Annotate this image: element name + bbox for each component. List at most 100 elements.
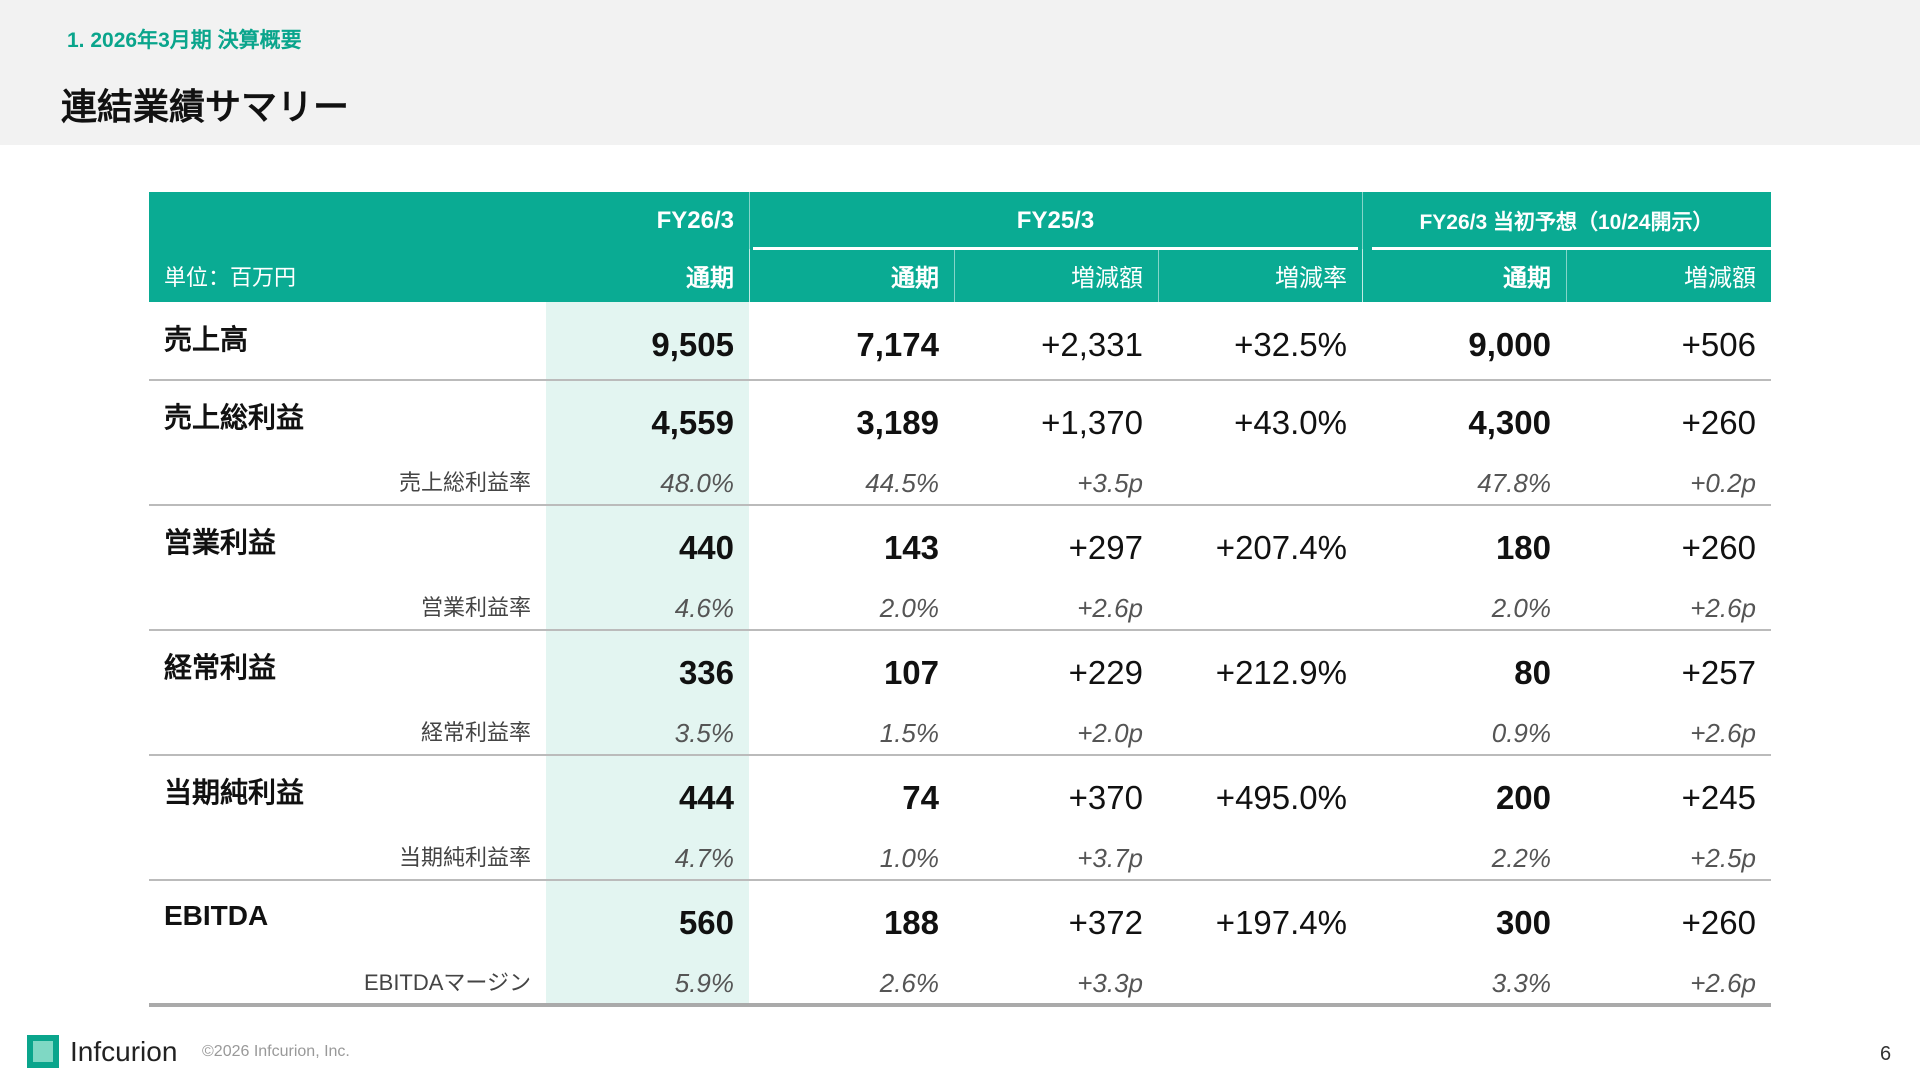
cell-value: +506 [1681,326,1756,363]
cell-value: +2,331 [1041,326,1143,363]
sub-value: +3.7p [1077,842,1143,873]
cell-value: 7,174 [856,326,939,363]
row-divider [149,754,1771,756]
group-header: FY26/3 [656,206,734,234]
sub-value: 47.8% [1477,467,1551,498]
cell-value: 300 [1495,904,1551,941]
column-header: 通期 [891,265,939,292]
sub-value: +2.6p [1077,592,1143,623]
cell-value: +297 [1068,529,1143,566]
group-header: FY25/3 [1016,206,1095,234]
section-label: 1. 2026年3月期 決算概要 [67,29,302,52]
sub-value: +2.6p [1690,717,1756,748]
cell-value: 180 [1495,529,1551,566]
cell-value: +260 [1681,529,1756,566]
cell-value: 560 [678,904,734,941]
cell-value: 336 [678,654,734,691]
row-divider [149,629,1771,631]
header-band [0,0,1920,145]
sub-value: 1.0% [879,842,939,873]
sub-value: +3.5p [1077,467,1143,498]
header-divider [954,249,955,302]
sub-value: 4.6% [674,592,734,623]
sub-value: +2.5p [1690,842,1756,873]
cell-value: 74 [902,779,939,816]
row-label: 売上高 [164,324,249,355]
unit-label: 単位：百万円 [164,264,297,290]
row-label: 経常利益 [164,652,277,683]
row-label: 当期純利益 [164,777,305,808]
sub-value: +2.0p [1077,717,1143,748]
sub-value: 2.0% [1491,592,1551,623]
page-title: 連結業績サマリー [61,86,350,127]
cell-value: +43.0% [1234,404,1347,441]
sub-value: 3.5% [674,717,734,748]
column-header: 通期 [1503,265,1551,292]
sub-value: 44.5% [865,467,939,498]
row-label: EBITDA [164,900,269,931]
cell-value: +495.0% [1215,779,1347,816]
sub-value: 1.5% [879,717,939,748]
cell-value: 440 [678,529,734,566]
column-header: 増減額 [1071,265,1143,292]
page-number: 6 [1880,1043,1892,1065]
sub-label: 営業利益率 [420,595,531,620]
row-label: 営業利益 [164,527,277,558]
sub-label: 当期純利益率 [398,845,531,870]
cell-value: 444 [678,779,734,816]
sub-value: +0.2p [1690,467,1756,498]
header-rule [753,247,1358,250]
company-logo: Infcurion [70,1036,178,1067]
header-divider [1566,249,1567,302]
cell-value: +212.9% [1215,654,1347,691]
header-divider [1362,192,1363,302]
row-divider [149,504,1771,506]
sub-value: +2.6p [1690,967,1756,998]
sub-label: EBITDAマージン [363,970,531,995]
row-divider [149,379,1771,381]
sub-value: 2.2% [1491,842,1551,873]
cell-value: 9,505 [651,326,734,363]
sub-value: 5.9% [674,967,734,998]
cell-value: 143 [883,529,939,566]
header-rule [1372,247,1771,250]
sub-label: 経常利益率 [420,720,531,745]
cell-value: 4,559 [651,404,734,441]
cell-value: 3,189 [856,404,939,441]
row-divider [149,1003,1771,1007]
fy26-highlight [546,302,749,1004]
copyright: ©2026 Infcurion, Inc. [202,1043,350,1060]
header-divider [1158,249,1159,302]
cell-value: +32.5% [1234,326,1347,363]
cell-value: +197.4% [1215,904,1347,941]
cell-value: +370 [1068,779,1143,816]
sub-value: 4.7% [674,842,734,873]
sub-value: 2.6% [879,967,939,998]
cell-value: 80 [1514,654,1551,691]
logo-mark-inner [33,1041,53,1062]
cell-value: +257 [1681,654,1756,691]
row-divider [149,879,1771,881]
sub-value: 48.0% [660,467,734,498]
header-divider [749,249,750,302]
cell-value: +372 [1068,904,1143,941]
cell-value: +207.4% [1215,529,1347,566]
column-header: 増減額 [1684,265,1756,292]
cell-value: 200 [1495,779,1551,816]
group-header: FY26/3 当初予想（10/24開示） [1419,210,1714,234]
header-divider [749,192,750,302]
sub-value: 3.3% [1491,967,1551,998]
cell-value: 9,000 [1468,326,1551,363]
sub-label: 売上総利益率 [398,470,531,495]
header-divider [1362,249,1363,302]
cell-value: +245 [1681,779,1756,816]
sub-value: +2.6p [1690,592,1756,623]
cell-value: 4,300 [1468,404,1551,441]
column-header: 増減率 [1275,265,1347,292]
cell-value: +1,370 [1041,404,1143,441]
cell-value: +229 [1068,654,1143,691]
cell-value: 107 [883,654,939,691]
sub-value: +3.3p [1077,967,1143,998]
cell-value: +260 [1681,404,1756,441]
